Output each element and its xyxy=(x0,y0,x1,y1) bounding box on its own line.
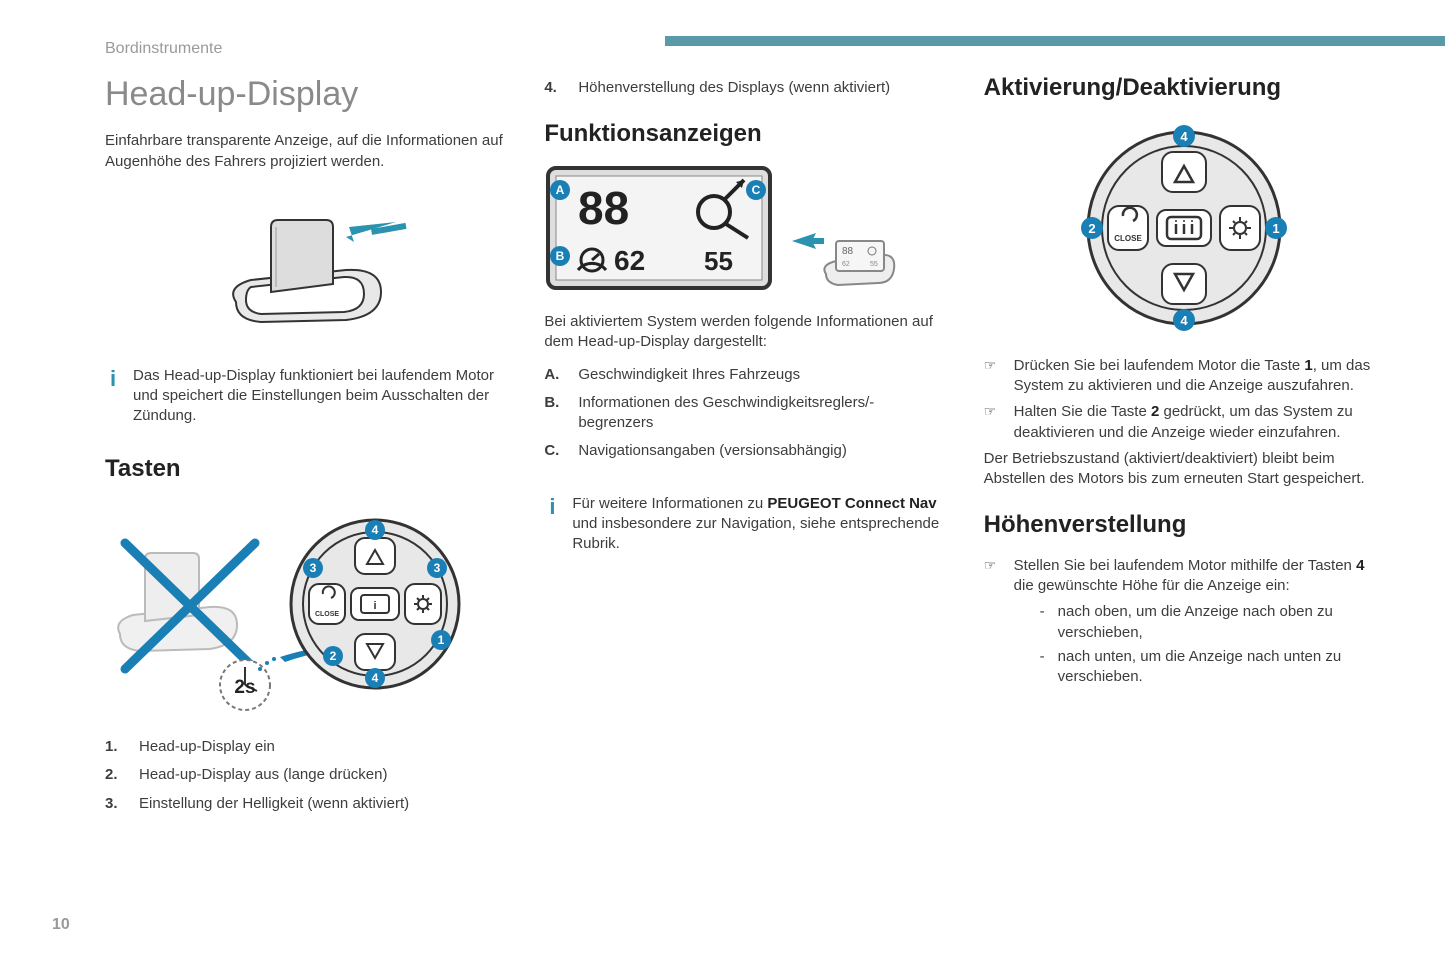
figure-buttons: 2s xyxy=(105,499,506,719)
info-icon: i xyxy=(110,364,116,394)
svg-text:62: 62 xyxy=(842,261,850,268)
timer-label: 2s xyxy=(234,677,255,698)
heading-hoehenverstellung: Höhenverstellung xyxy=(984,509,1385,541)
tasten-list: 1.Head-up-Display ein 2.Head-up-Display … xyxy=(105,737,506,814)
aktivierung-list: ☞ Drücken Sie bei laufendem Motor die Ta… xyxy=(984,356,1385,443)
svg-text:4: 4 xyxy=(1181,129,1189,144)
column-2: 4.Höhenverstellung des Displays (wenn ak… xyxy=(544,72,945,822)
hoehe-list: ☞ Stellen Sie bei laufendem Motor mithil… xyxy=(984,556,1385,692)
list-item: 4.Höhenverstellung des Displays (wenn ak… xyxy=(544,78,945,98)
svg-text:4: 4 xyxy=(372,523,379,537)
display-hud-mini: 88 62 55 xyxy=(788,219,898,294)
pointer-icon: ☞ xyxy=(984,556,1002,692)
info-text-1: Das Head-up-Display funktioniert bei lau… xyxy=(133,367,494,425)
list-item: A.Geschwindigkeit Ihres Fahrzeugs xyxy=(544,365,945,385)
list-item: B.Informationen des Geschwindigkeitsregl… xyxy=(544,393,945,434)
list-item: ☞ Halten Sie die Taste 2 gedrückt, um da… xyxy=(984,402,1385,443)
svg-text:88: 88 xyxy=(842,246,854,257)
svg-text:3: 3 xyxy=(310,561,317,575)
pointer-icon: ☞ xyxy=(984,402,1002,443)
figure-display: 88 62 55 A B C xyxy=(544,164,945,294)
heading-tasten: Tasten xyxy=(105,453,506,485)
pointer-icon: ☞ xyxy=(984,356,1002,397)
info-icon: i xyxy=(549,492,555,522)
svg-text:i: i xyxy=(373,600,376,612)
buttons-illustration: 2s xyxy=(105,499,465,719)
list-item: ☞ Stellen Sie bei laufendem Motor mithil… xyxy=(984,556,1385,692)
svg-text:B: B xyxy=(556,249,565,263)
value-C: 55 xyxy=(704,246,733,276)
figure-dial: CLOSE 1 2 4 4 xyxy=(984,118,1385,338)
value-A: 88 xyxy=(578,182,629,234)
tasten-list-cont: 4.Höhenverstellung des Displays (wenn ak… xyxy=(544,78,945,98)
heading-aktivierung: Aktivierung/Deaktivierung xyxy=(984,72,1385,104)
hud-illustration xyxy=(196,192,416,342)
funk-list: A.Geschwindigkeit Ihres Fahrzeugs B.Info… xyxy=(544,365,945,462)
svg-text:CLOSE: CLOSE xyxy=(1115,234,1143,243)
list-item: ☞ Drücken Sie bei laufendem Motor die Ta… xyxy=(984,356,1385,397)
dial-illustration: CLOSE 1 2 4 4 xyxy=(1059,118,1309,338)
list-item: -nach oben, um die Anzeige nach oben zu … xyxy=(1040,602,1385,643)
heading-funktionsanzeigen: Funktionsanzeigen xyxy=(544,118,945,150)
svg-text:1: 1 xyxy=(438,633,445,647)
aktivierung-note: Der Betriebszustand (aktiviert/deaktivie… xyxy=(984,449,1385,490)
svg-text:CLOSE: CLOSE xyxy=(315,611,339,618)
funk-intro: Bei aktiviertem System werden folgende I… xyxy=(544,312,945,353)
info-box-1: i Das Head-up-Display funktioniert bei l… xyxy=(105,360,506,433)
svg-text:C: C xyxy=(752,183,761,197)
svg-text:4: 4 xyxy=(372,671,379,685)
page: Bordinstrumente Head-up-Display Einfahrb… xyxy=(0,0,1445,852)
column-3: Aktivierung/Deaktivierung xyxy=(984,72,1385,822)
svg-text:1: 1 xyxy=(1273,221,1280,236)
page-title: Head-up-Display xyxy=(105,72,506,118)
list-item: 2.Head-up-Display aus (lange drücken) xyxy=(105,765,506,785)
svg-text:2: 2 xyxy=(1089,221,1096,236)
svg-text:3: 3 xyxy=(434,561,441,575)
hoehe-sublist: -nach oben, um die Anzeige nach oben zu … xyxy=(1014,602,1385,687)
svg-text:2: 2 xyxy=(330,649,337,663)
svg-text:55: 55 xyxy=(870,261,878,268)
list-item: C.Navigationsangaben (versionsabhängig) xyxy=(544,441,945,461)
page-number: 10 xyxy=(52,914,70,936)
list-item: 1.Head-up-Display ein xyxy=(105,737,506,757)
display-screen: 88 62 55 A B C xyxy=(544,164,774,294)
info-box-2: i Für weitere Informationen zu PEUGEOT C… xyxy=(544,488,945,561)
intro-text: Einfahrbare transparente Anzeige, auf di… xyxy=(105,131,506,172)
figure-hud xyxy=(105,192,506,342)
column-layout: Head-up-Display Einfahrbare transparente… xyxy=(105,72,1385,822)
value-B: 62 xyxy=(614,245,645,276)
header-accent-bar xyxy=(665,36,1445,46)
column-1: Head-up-Display Einfahrbare transparente… xyxy=(105,72,506,822)
svg-text:A: A xyxy=(556,183,565,197)
info-text-2: Für weitere Informationen zu PEUGEOT Con… xyxy=(572,495,939,553)
svg-text:4: 4 xyxy=(1181,313,1189,328)
list-item: -nach unten, um die Anzeige nach unten z… xyxy=(1040,647,1385,688)
list-item: 3.Einstellung der Helligkeit (wenn aktiv… xyxy=(105,794,506,814)
